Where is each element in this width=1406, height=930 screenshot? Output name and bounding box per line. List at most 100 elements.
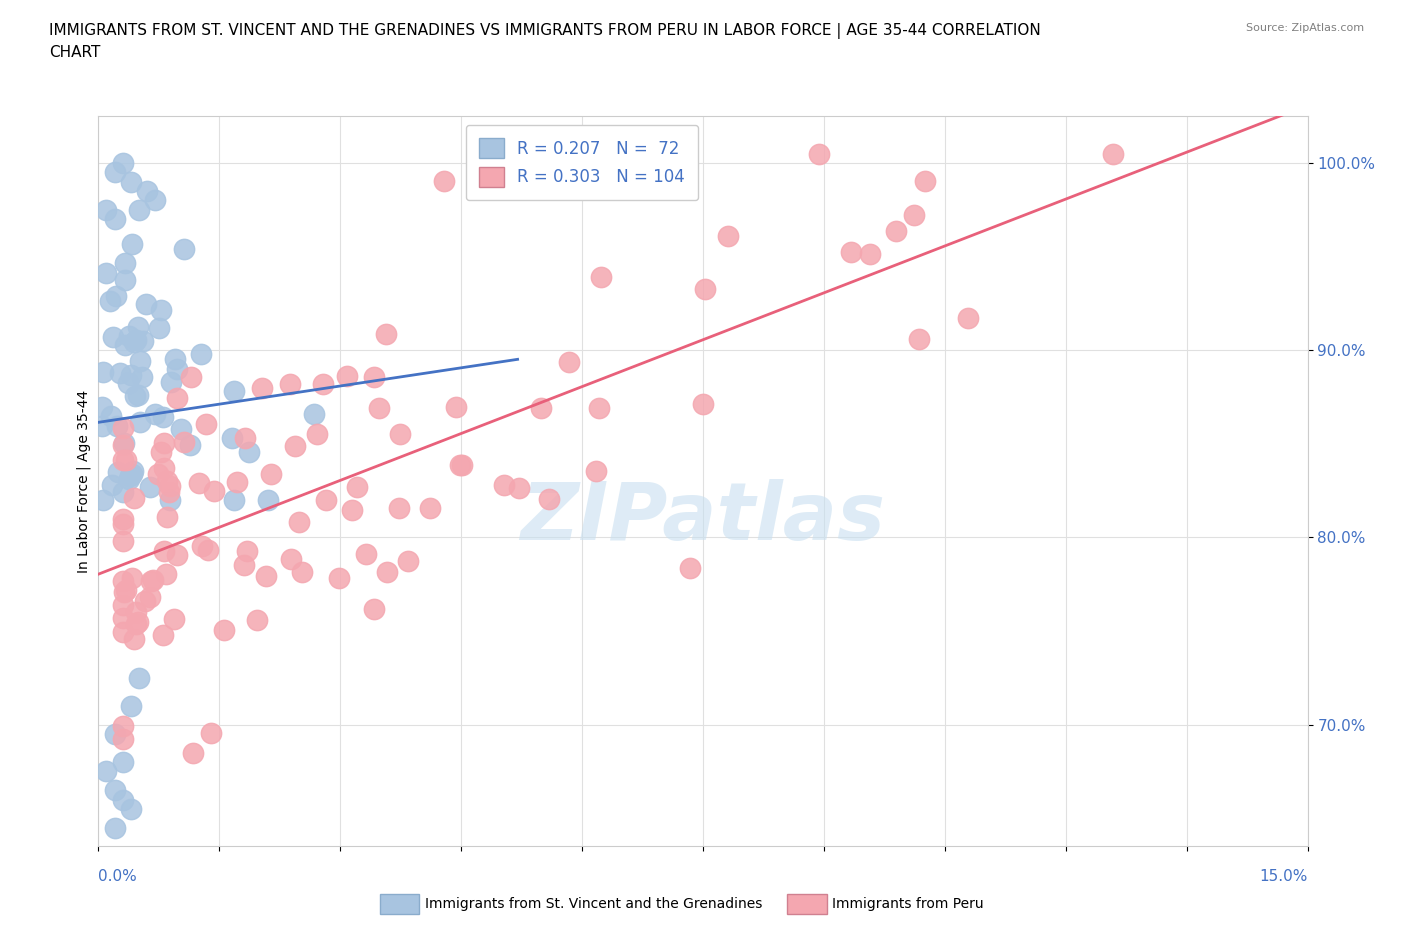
Point — [678, 561, 700, 576]
Point — [259, 466, 281, 481]
Point — [111, 598, 134, 613]
Point — [127, 320, 149, 335]
Point — [153, 460, 176, 475]
Point — [103, 212, 125, 227]
Point — [328, 571, 350, 586]
Point — [111, 420, 134, 435]
Point — [278, 376, 301, 391]
Point — [149, 445, 172, 459]
Point — [173, 434, 195, 449]
Point — [152, 410, 174, 425]
Point — [100, 408, 122, 423]
Point — [103, 165, 125, 179]
Point — [807, 146, 830, 161]
Point — [200, 725, 222, 740]
Point — [120, 698, 142, 713]
Point — [419, 500, 441, 515]
Point — [221, 431, 243, 445]
Point — [111, 485, 134, 499]
Point — [530, 401, 553, 416]
Point — [139, 479, 162, 494]
Point — [250, 380, 273, 395]
Point — [122, 335, 145, 350]
Point — [233, 431, 256, 445]
Point — [159, 493, 181, 508]
Point — [152, 435, 174, 450]
Point — [121, 571, 143, 586]
Point — [302, 406, 325, 421]
Point — [128, 671, 150, 685]
Point — [139, 574, 162, 589]
Point — [957, 311, 980, 325]
Point — [190, 346, 212, 361]
Point — [125, 617, 148, 631]
Point — [127, 615, 149, 630]
Point — [363, 369, 385, 384]
Point — [111, 625, 134, 640]
Point — [717, 228, 740, 243]
Point — [120, 367, 142, 382]
Point — [908, 331, 931, 346]
Point — [222, 383, 245, 398]
Point — [166, 547, 188, 562]
Point — [91, 418, 114, 433]
Point — [131, 369, 153, 384]
Point — [179, 437, 201, 452]
Point — [111, 438, 134, 453]
Point — [121, 237, 143, 252]
Point — [291, 565, 314, 579]
Point — [222, 493, 245, 508]
Point — [354, 547, 377, 562]
Point — [693, 282, 716, 297]
Point — [346, 479, 368, 494]
Point — [132, 333, 155, 348]
Point — [143, 406, 166, 421]
Point — [903, 207, 925, 222]
Point — [173, 242, 195, 257]
Y-axis label: In Labor Force | Age 35-44: In Labor Force | Age 35-44 — [77, 390, 91, 573]
Point — [91, 399, 114, 414]
Point — [190, 538, 212, 553]
Text: Source: ZipAtlas.com: Source: ZipAtlas.com — [1246, 23, 1364, 33]
Point — [125, 604, 148, 619]
Point — [101, 477, 124, 492]
Point — [111, 155, 134, 170]
Point — [135, 184, 157, 199]
Point — [166, 361, 188, 376]
Point — [124, 631, 146, 646]
Text: Immigrants from St. Vincent and the Grenadines: Immigrants from St. Vincent and the Gren… — [425, 897, 762, 911]
Point — [238, 445, 260, 459]
Point — [114, 272, 136, 287]
Point — [342, 502, 364, 517]
Point — [157, 485, 180, 499]
Text: 15.0%: 15.0% — [1260, 869, 1308, 883]
Point — [138, 590, 160, 604]
Point — [197, 542, 219, 557]
Point — [160, 375, 183, 390]
Point — [859, 246, 882, 261]
Legend: R = 0.207   N =  72, R = 0.303   N = 104: R = 0.207 N = 72, R = 0.303 N = 104 — [465, 125, 699, 200]
Point — [170, 421, 193, 436]
Point — [118, 472, 141, 486]
Point — [120, 174, 142, 189]
Point — [118, 469, 141, 484]
Point — [388, 500, 411, 515]
Point — [433, 173, 456, 188]
Point — [108, 365, 131, 380]
Point — [122, 491, 145, 506]
Point — [226, 475, 249, 490]
Point — [111, 731, 134, 746]
Point — [129, 415, 152, 430]
Point — [111, 610, 134, 625]
Point — [374, 327, 396, 342]
Point — [148, 321, 170, 336]
Point — [508, 481, 530, 496]
Point — [194, 417, 217, 432]
Point — [112, 585, 135, 600]
Point — [127, 388, 149, 403]
Point — [588, 401, 610, 416]
Point — [124, 389, 146, 404]
Point — [202, 484, 225, 498]
Point — [149, 302, 172, 317]
Point — [128, 203, 150, 218]
